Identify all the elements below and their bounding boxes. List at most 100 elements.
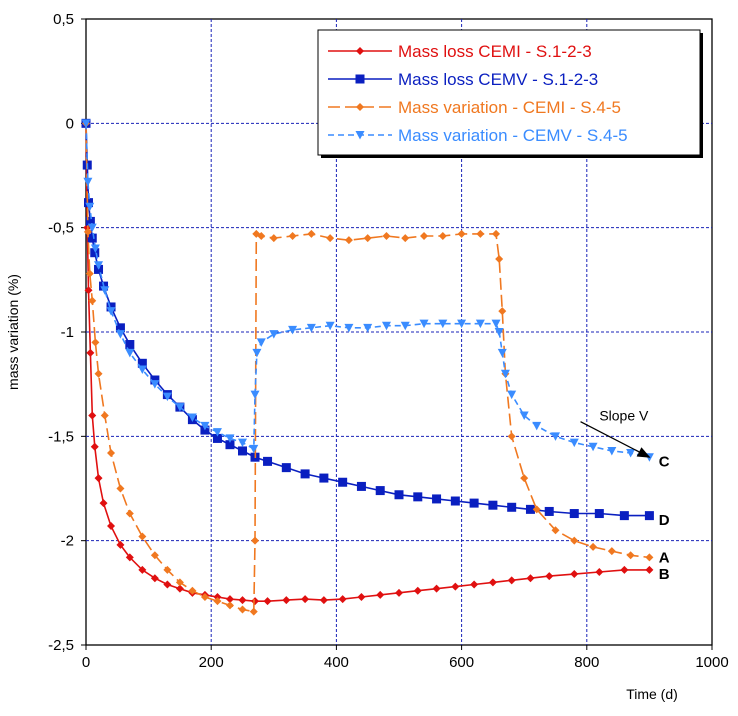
legend-swatch-marker [355,131,365,140]
series-3-point [520,474,529,483]
series-3-point [269,234,278,243]
series-2-point [450,496,460,506]
series-1-point [395,588,403,597]
series-3-point [116,484,125,493]
series-2-point [319,473,329,483]
series-3-point [251,536,260,545]
series-3-point [420,232,429,241]
series-1-point [545,572,554,581]
series-1-point [357,593,366,602]
series-1-point [338,595,347,604]
series-1-point [526,574,535,583]
curve-label: C [659,453,670,470]
series-3-point [344,236,353,245]
series-4-point [83,177,93,187]
series-4-point [551,432,560,441]
series-2-point [594,509,604,519]
series-2-point [90,248,100,258]
series-2-point [150,375,160,385]
series-3-point [645,553,654,562]
series-4-point [532,421,542,431]
series-1-point [94,474,103,483]
series-4-point [269,330,279,339]
y-tick-label: -1 [61,324,74,341]
series-3-point [213,597,222,606]
series-1-point [125,553,134,562]
series-4-point [137,365,147,375]
series-4-point [475,319,485,329]
series-1-point [213,593,222,602]
series-4-point [85,202,95,212]
series-3-point [607,547,616,556]
series-3 [82,119,654,616]
series-1-point [88,411,97,420]
series-2-point [394,490,404,500]
series-1-point [263,597,272,606]
series-2-point [137,358,147,368]
series-4-point [494,328,504,337]
series-4-point [115,330,125,339]
series-4-point [249,444,259,454]
series-3-point [138,532,147,541]
series-4-point [162,392,172,402]
series-2-point [525,504,535,514]
series-1-point [238,596,247,605]
series-3-point [401,234,410,243]
series-2-point [238,446,247,456]
series-1-point [319,596,328,605]
series-4-point [419,319,429,329]
series-3-point [188,586,197,595]
curve-label: A [659,549,670,566]
series-1-point [251,597,260,606]
series-4-point [288,325,298,335]
series-3-point [107,449,116,458]
series-3-point [382,232,391,241]
series-3-point [492,229,501,238]
series-2-point [281,463,291,473]
series-1-point [175,584,184,593]
series-4-point [150,380,160,389]
legend-swatch-marker [356,103,364,111]
series-1-point [84,286,93,295]
series-2-point [488,500,498,510]
series-4-point [500,369,510,379]
axes: 0 200 400 600 800 1000 -2,5 -2 -1,5 -1 -0,5 0 0,5 [48,11,729,671]
legend: Mass loss CEMI - S.1-2-3 Mass loss CEMV -… [317,29,703,158]
series-2-point [619,511,629,521]
series-3-point [507,432,516,441]
series-3-point [551,526,560,535]
series-4-point [87,223,97,233]
series-1-point [86,348,95,357]
legend-label: Mass loss CEMI - S.1-2-3 [398,42,592,61]
series-4-point [569,438,579,448]
series-3-point [91,338,100,347]
series-4-point [381,321,391,331]
series-3-point [257,232,266,241]
series-3-point [175,578,184,587]
legend-entry: Mass loss CEMI - S.1-2-3 [328,42,592,61]
series-4-point [225,434,235,443]
y-tick-label: -1,5 [48,428,74,445]
series-4-point [187,413,197,423]
series-3-point [85,269,94,278]
series-1-point [138,565,147,574]
series-3-point [495,254,504,263]
series-3-point [163,565,172,574]
series-3-point [83,227,92,236]
slope-arrow [580,421,651,458]
series-4-point [344,323,354,333]
series-1-point [163,580,172,589]
series-1-point [620,565,629,574]
series-4-point [519,411,529,420]
series-2-point [356,481,366,491]
y-tick-label: -0,5 [48,220,74,237]
series-1-point [413,586,422,595]
series-3-point [326,234,335,243]
series-4-point [306,323,316,333]
series-2-point [432,494,442,504]
series-1-point [488,578,497,587]
series-2-point [106,302,116,312]
series-3-point [498,307,507,316]
series-4-point [238,438,247,448]
